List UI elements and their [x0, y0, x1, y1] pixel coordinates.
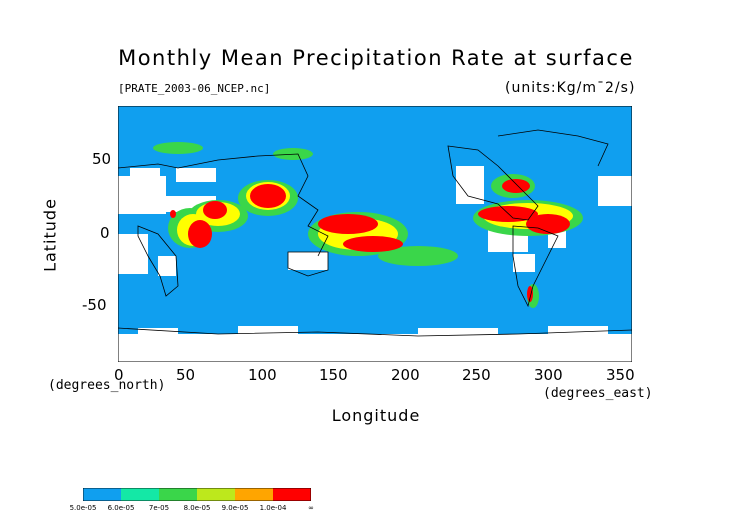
legend-label-6: 1.0e-04 — [259, 504, 287, 512]
x-tick-150: 150 — [319, 366, 348, 384]
legend-label-5: 9.0e-05 — [221, 504, 249, 512]
legend-swatch — [159, 488, 197, 501]
coastlines — [118, 129, 632, 337]
y-tick-minus-50: -50 — [82, 296, 107, 314]
x-tick-350: 350 — [606, 366, 635, 384]
legend-swatch — [121, 488, 159, 501]
legend-label-3: 7e-05 — [148, 504, 170, 512]
x-tick-0: 0 — [114, 366, 124, 384]
y-axis-units: (degrees_north) — [48, 378, 166, 393]
map-title: Monthly Mean Precipitation Rate at surfa… — [118, 46, 634, 70]
x-tick-300: 300 — [534, 366, 563, 384]
x-axis-units: (degrees_east) — [543, 386, 653, 401]
legend-label-2: 6.0e-05 — [107, 504, 135, 512]
legend-label-4: 8.0e-05 — [183, 504, 211, 512]
y-tick-50: 50 — [92, 150, 112, 168]
legend-swatch — [197, 488, 235, 501]
x-tick-100: 100 — [248, 366, 277, 384]
x-tick-200: 200 — [391, 366, 420, 384]
x-tick-50: 50 — [176, 366, 196, 384]
y-tick-0: 0 — [100, 224, 110, 242]
intense-rain-regions — [170, 179, 570, 302]
y-axis-label: Latitude — [40, 198, 60, 272]
legend-label-7: ∞ — [308, 504, 314, 512]
x-axis-label: Longitude — [331, 406, 421, 425]
units-label: (units:Kg/m¯2/s) — [505, 80, 636, 96]
legend-swatch — [235, 488, 273, 501]
legend-swatch — [83, 488, 121, 501]
legend-label-1: 5.0e-05 — [69, 504, 97, 512]
legend-swatch — [273, 488, 311, 501]
precipitation-map — [118, 106, 632, 362]
file-label: [PRATE_2003-06_NCEP.nc] — [118, 82, 271, 95]
x-tick-250: 250 — [462, 366, 491, 384]
legend-colorbar — [83, 488, 311, 501]
